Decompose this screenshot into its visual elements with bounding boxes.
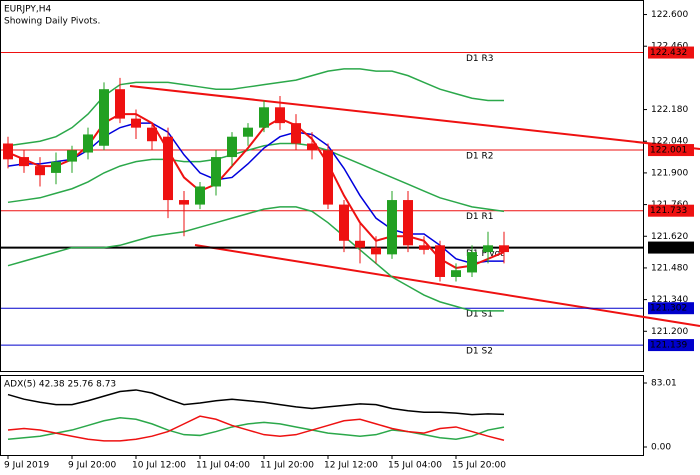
candle-body [51,161,61,173]
candle-body [35,166,45,176]
candle-body [115,89,125,119]
candle-body [483,245,493,253]
candle-body [67,150,77,162]
trend-line [129,85,700,150]
x-tick-label: 10 Jul 12:00 [132,461,186,471]
pivot-box [648,302,694,315]
pivot-name: D1 R3 [466,54,494,64]
candle-body [467,252,477,273]
candle-body [163,136,173,201]
candle-body [355,240,365,248]
candle-body [307,143,317,151]
candle-body [275,107,285,124]
x-tick-label: 9 Jul 2019 [4,461,49,471]
candle-body [147,127,157,142]
chart-title: EURJPY,H4 [4,5,52,15]
pivot-label: 121.733 [650,206,687,216]
candle-body [371,247,381,255]
y-tick-label: 0.00 [651,443,671,453]
candle-body [83,134,93,153]
x-tick-label: 11 Jul 04:00 [196,461,250,471]
pivot-label: 122.001 [650,146,687,156]
y-tick-label: 122.180 [651,105,688,115]
adx-line [7,416,505,441]
pivot-name: D1 R2 [466,152,494,162]
x-tick-label: 15 Jul 04:00 [388,461,442,471]
y-tick-label: 121.480 [651,263,688,273]
main-frame [0,0,644,372]
y-tick-label: 121.200 [651,327,688,337]
chart-subtitle: Showing Daily Pivots. [4,17,100,27]
pivot-name: D1 R1 [466,212,494,222]
candle-body [499,245,509,253]
y-tick-label: 121.340 [651,295,688,305]
y-tick-label: 122.600 [651,10,688,20]
pivot-name: D1 Pivot [466,249,504,259]
candle-body [291,123,301,144]
adx-line [7,415,505,442]
candle-body [19,157,29,167]
x-tick-label: 12 Jul 12:00 [324,461,378,471]
x-tick-label: 15 Jul 20:00 [452,461,506,471]
y-tick-label: 83.01 [651,379,677,389]
adx-line [7,389,505,416]
y-tick-label: 122.040 [651,137,688,147]
pivot-name: D1 S1 [466,310,493,320]
trend-line [194,244,700,327]
indicator-line [7,142,505,213]
candle-body [3,143,13,160]
candle-body [419,245,429,250]
pivot-name: D1 S2 [466,347,493,357]
candle-body [323,150,333,205]
pivot-label: 122.432 [650,48,687,58]
candle-body [435,245,445,277]
candle-body [211,157,221,187]
candle-body [451,270,461,277]
pivot-label: 121.570 [650,243,687,253]
pivot-box [648,339,694,352]
pivot-label: 121.139 [650,341,687,351]
indicator-line [7,206,504,312]
indicator-line [7,68,504,147]
candle-body [259,107,269,128]
candle-body [387,200,397,255]
candle-body [99,89,109,146]
candle-body [179,200,189,205]
candle-body [131,118,141,128]
candle-body [227,136,237,158]
indicator-line [7,113,505,269]
candle-body [339,204,349,241]
candle-body [243,127,253,137]
candle-body [403,200,413,246]
pivot-box [648,46,694,59]
indicator-title: ADX(5) 42.38 25.76 8.73 [4,380,116,390]
pivot-box [648,204,694,217]
x-tick-label: 9 Jul 20:00 [68,461,117,471]
indicator-frame [0,375,644,456]
pivot-label: 121.302 [650,304,687,314]
candle-body [195,186,205,205]
pivot-box [648,241,694,254]
y-tick-label: 121.620 [651,232,688,242]
pivot-box [648,144,694,157]
y-tick-label: 121.900 [651,168,688,178]
x-tick-label: 11 Jul 20:00 [260,461,314,471]
